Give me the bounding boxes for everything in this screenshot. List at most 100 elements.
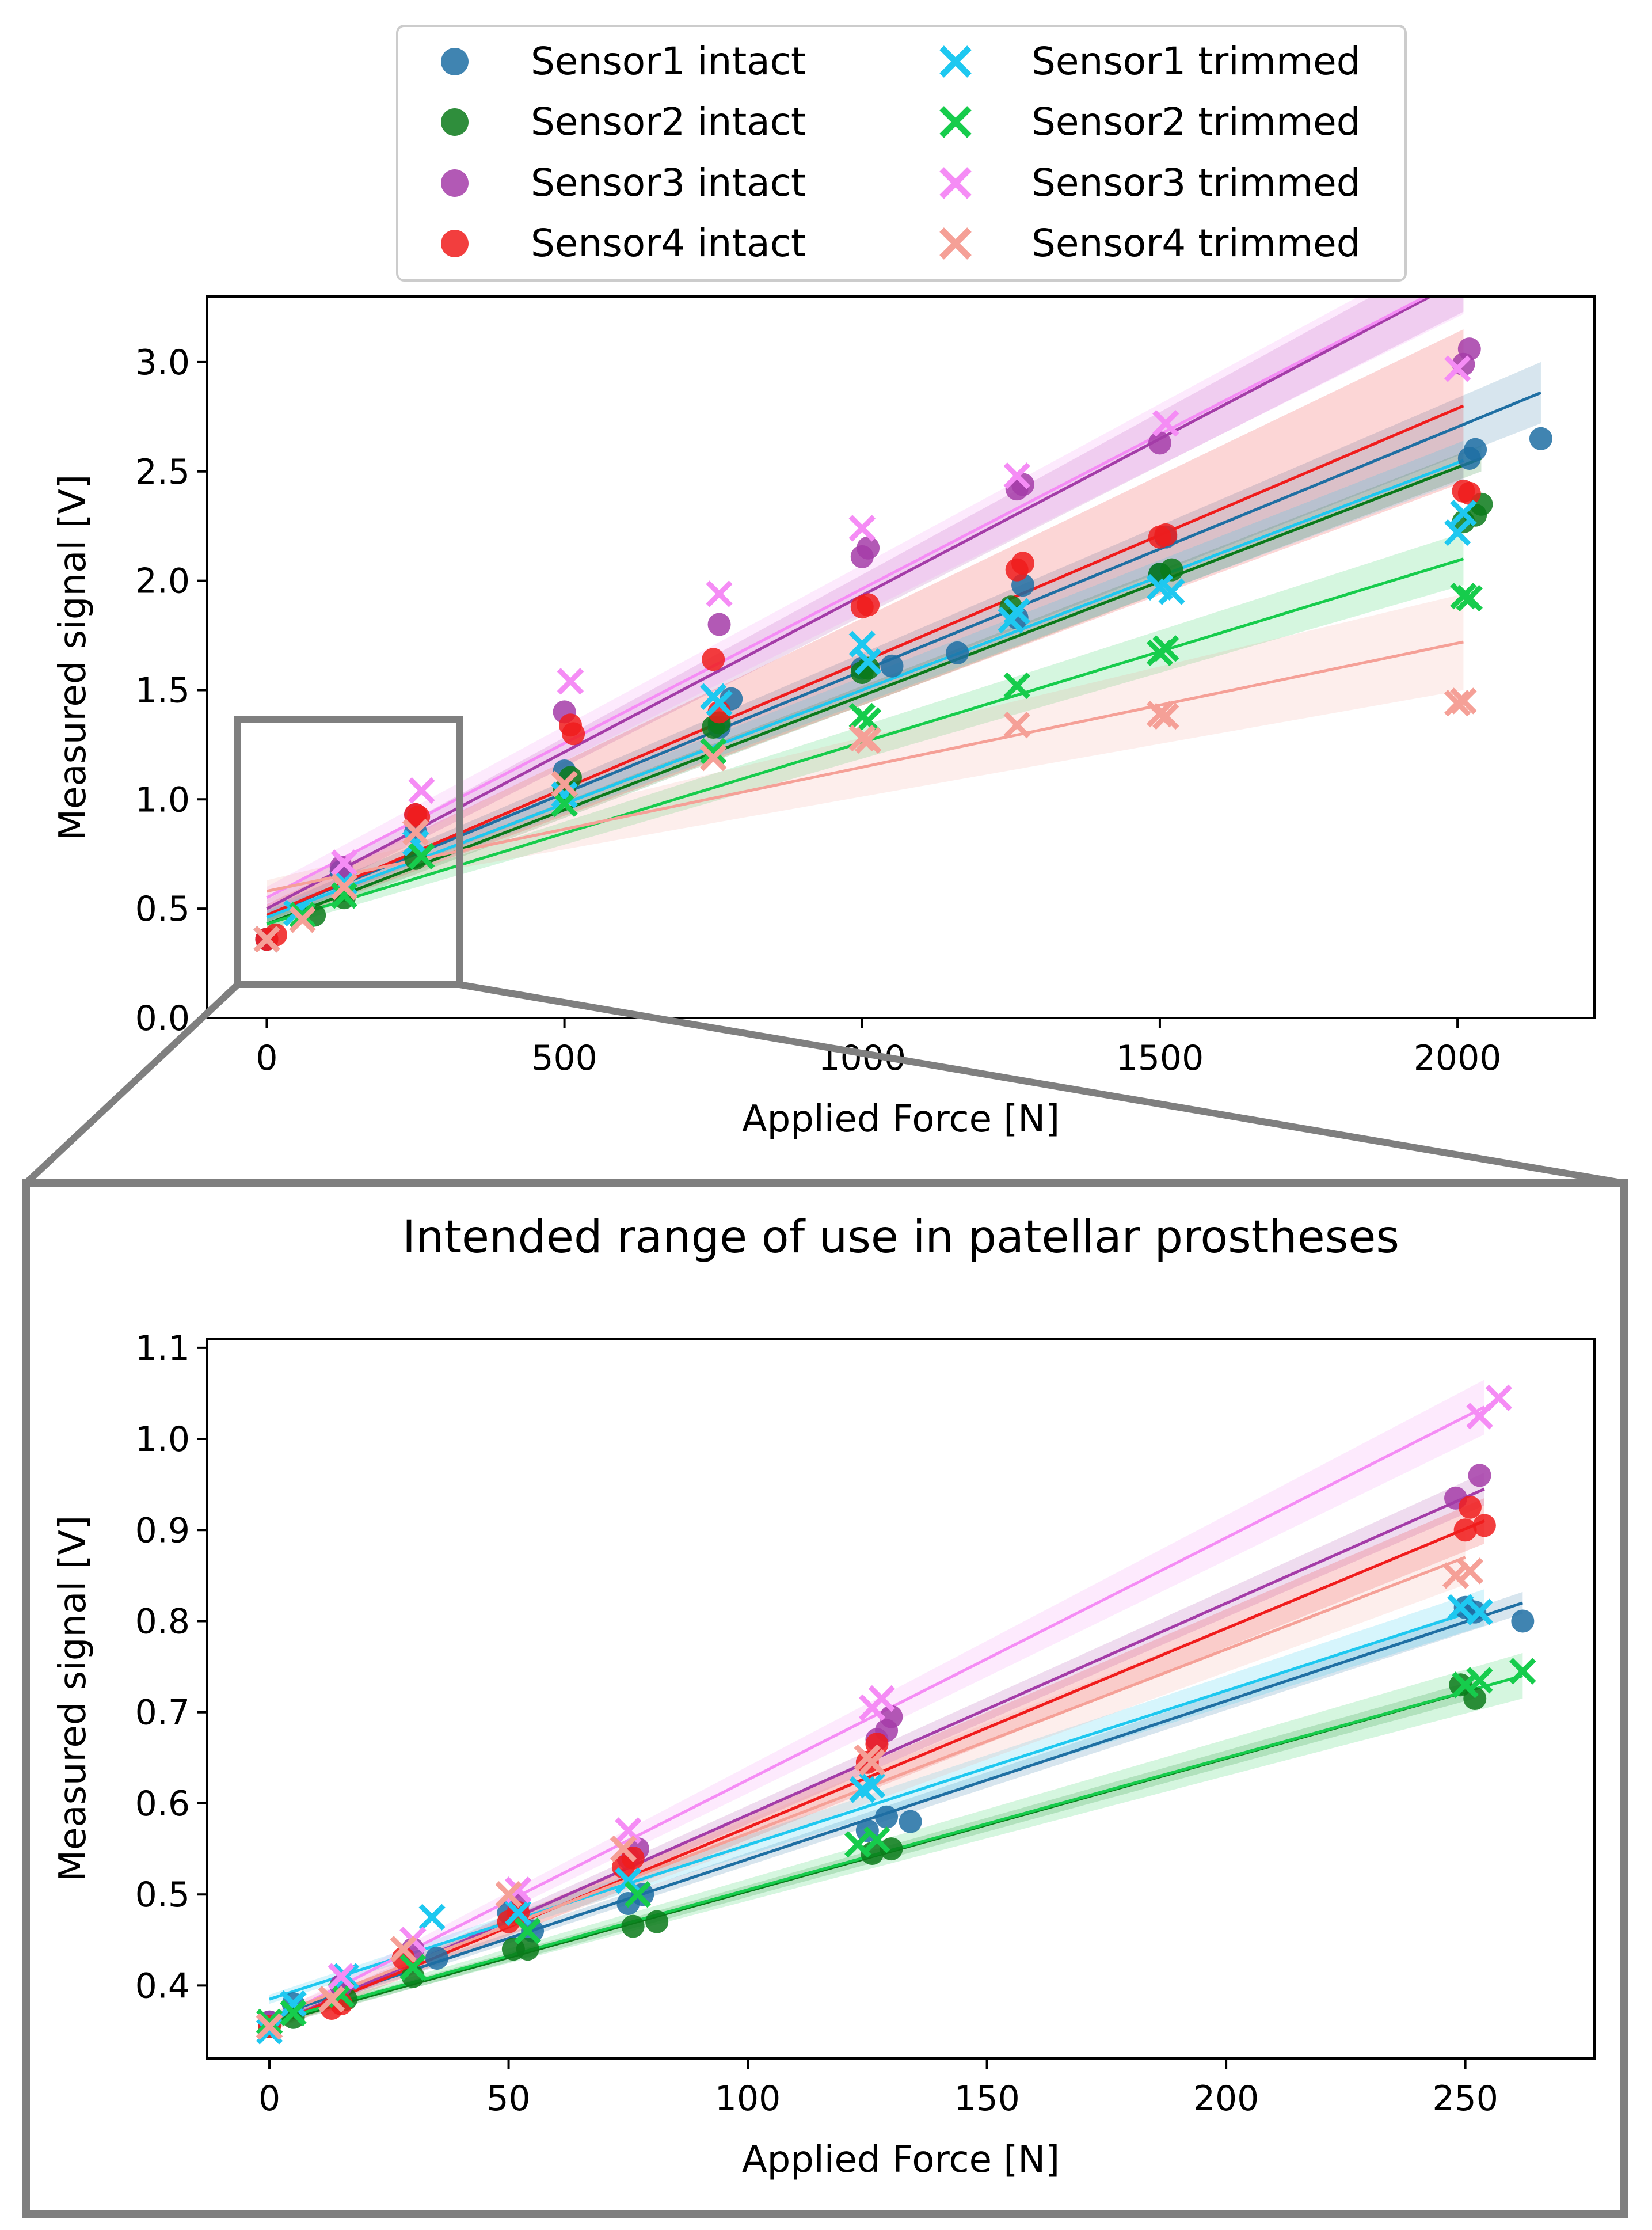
zoomed-chart-point-s2_intact	[516, 1938, 539, 1961]
zoomed-chart-point-s2_trimmed	[256, 2008, 283, 2035]
main-chart-x-tick-label: 2000	[1414, 1038, 1502, 1078]
main-chart-fit-line-s3_trimmed	[266, 297, 1429, 899]
main-chart-point-s1_intact	[880, 654, 904, 678]
legend-label-s4_trimmed: Sensor4 trimmed	[1031, 221, 1361, 265]
main-chart-fit-line-s4_trimmed	[266, 640, 1464, 893]
main-chart-point-s2_trimmed	[1450, 582, 1477, 610]
main-chart-point-s3_trimmed	[1003, 462, 1030, 489]
zoomed-chart-x-tick-label: 50	[486, 2079, 530, 2119]
legend: Sensor1 intact Sensor2 intact Sensor3 inta…	[396, 25, 1407, 282]
main-chart-point-s4_intact	[1457, 481, 1481, 505]
zoomed-chart-point-s1_trimmed	[418, 1904, 446, 1931]
zoomed-chart-x-tick-label: 250	[1432, 2079, 1498, 2119]
legend-label-s2_trimmed: Sensor2 trimmed	[1031, 100, 1361, 144]
zoomed-chart-point-s1_trimmed	[1447, 1594, 1474, 1621]
main-chart-point-s2_trimmed	[551, 790, 578, 818]
main-chart-point-s1_trimmed	[854, 648, 882, 675]
main-chart-point-s2_intact	[1160, 558, 1183, 582]
main-chart-point-s2_trimmed	[854, 707, 882, 734]
zoomed-chart-point-s2_intact	[621, 1914, 645, 1938]
main-chart-point-s2_trimmed	[289, 902, 316, 929]
zoomed-chart-y-tick-label: 0.7	[135, 1693, 190, 1733]
zoomed-chart-point-s1_trimmed	[280, 1990, 307, 2018]
main-chart-point-s4_trimmed	[699, 744, 727, 772]
main-chart-point-s1_trimmed	[848, 630, 876, 658]
main-chart-fit-line-s1_intact	[266, 391, 1541, 917]
main-chart-confidence-band-s4_trimmed	[267, 594, 1464, 902]
main-chart-point-s3_intact	[1457, 337, 1481, 361]
zoomed-chart-point-s4_trimmed	[858, 1749, 886, 1776]
zoomed-chart-point-s2_trimmed	[280, 1999, 307, 2027]
zoom-connector-left	[23, 982, 241, 1186]
main-chart-point-s4_trimmed	[1444, 690, 1471, 717]
zoomed-chart-y-tick-label: 0.6	[135, 1784, 190, 1824]
main-chart-point-s4_intact	[1011, 552, 1035, 575]
zoomed-chart-point-s2_trimmed	[399, 1954, 427, 1981]
zoomed-chart-point-s2_intact	[645, 1910, 669, 1933]
main-chart-point-s1_trimmed	[1003, 598, 1030, 625]
zoomed-chart-x-tick-label: 100	[715, 2079, 781, 2119]
main-chart-point-s3_trimmed	[706, 580, 733, 607]
main-chart-x-tick-label: 0	[256, 1038, 277, 1078]
main-chart-x-tick-label: 1500	[1116, 1038, 1204, 1078]
zoomed-chart-y-tick-label: 1.0	[135, 1419, 190, 1460]
legend-marker-s4_intact	[441, 230, 469, 257]
main-chart-point-s1_trimmed	[402, 830, 429, 857]
main-chart-point-s4_trimmed	[1003, 712, 1030, 739]
zoomed-chart-point-s4_trimmed	[256, 2013, 283, 2040]
main-chart-point-s3_trimmed	[330, 849, 358, 876]
legend-label-s1_trimmed: Sensor1 trimmed	[1031, 39, 1361, 83]
legend-frame	[396, 25, 1407, 282]
main-chart-point-s2_trimmed	[330, 882, 358, 909]
main-chart-point-s4_intact	[1154, 523, 1178, 546]
legend-marker-s2_trimmed	[939, 106, 972, 138]
legend-label-s3_trimmed: Sensor3 trimmed	[1031, 161, 1361, 205]
zoomed-chart-point-s4_intact	[855, 1750, 879, 1774]
zoomed-chart-point-s4_trimmed	[318, 1985, 345, 2013]
zoomed-chart-point-s1_intact	[521, 1919, 545, 1943]
legend-marker-s1_trimmed	[939, 45, 972, 78]
zoomed-chart-y-tick-label: 0.9	[135, 1510, 190, 1551]
zoomed-chart-x-tick-label: 200	[1193, 2079, 1259, 2119]
main-chart-point-s1_intact	[946, 641, 969, 664]
zoomed-chart-y-tick-label: 0.8	[135, 1602, 190, 1642]
main-chart-point-s1_intact	[1529, 427, 1552, 450]
zoomed-chart-point-s2_trimmed	[863, 1826, 890, 1853]
legend-label-s3_intact: Sensor3 intact	[531, 161, 806, 205]
main-chart-fit-line-s2_intact	[266, 457, 1482, 926]
zoomed-chart-point-s2_intact	[880, 1837, 903, 1861]
main-chart-confidence-band-s1_intact	[267, 362, 1541, 922]
main-chart-point-s4_trimmed	[402, 819, 429, 846]
zoomed-chart-point-s3_intact	[880, 1705, 903, 1728]
main-chart-point-s1_intact	[1464, 438, 1487, 461]
main-chart-y-tick-label: 2.5	[135, 452, 190, 492]
zoomed-chart-point-s4_trimmed	[495, 1881, 522, 1908]
zoomed-chart-y-tick-label: 0.5	[135, 1875, 190, 1915]
main-chart-x-tick-label: 500	[531, 1038, 597, 1078]
zoomed-chart-point-s4_intact	[1458, 1495, 1482, 1519]
main-chart-point-s4_intact	[857, 593, 880, 617]
zoomed-chart-fit-line-s1_intact	[269, 1601, 1524, 2019]
main-chart-point-s4_intact	[562, 722, 585, 746]
main-chart-point-s3_trimmed	[408, 777, 435, 804]
main-chart-point-s2_trimmed	[408, 842, 435, 870]
main-chart-fit-line-s1_trimmed	[266, 459, 1464, 919]
legend-label-s4_intact: Sensor4 intact	[531, 221, 806, 265]
zoomed-chart-title: Intended range of use in patellar prosth…	[402, 1211, 1399, 1263]
main-chart-point-s3_trimmed	[1152, 410, 1179, 437]
zoomed-chart-point-s1_intact	[875, 1805, 899, 1829]
zoomed-chart-point-s4_intact	[1472, 1514, 1496, 1537]
main-chart-axes-frame	[206, 295, 1596, 1019]
zoomed-chart-point-s3_trimmed	[868, 1685, 895, 1712]
main-chart-point-s4_trimmed	[1152, 702, 1179, 730]
zoomed-chart-point-s1_intact	[899, 1810, 922, 1833]
main-chart-point-s3_trimmed	[848, 515, 876, 542]
main-chart-y-axis-label: Measured signal [V]	[52, 474, 94, 841]
zoomed-chart-point-s2_intact	[1449, 1673, 1472, 1697]
zoomed-chart-y-tick-label: 1.1	[135, 1328, 190, 1369]
main-chart-point-s2_intact	[857, 656, 880, 680]
zoomed-chart-fit-line-s1_trimmed	[269, 1606, 1485, 2001]
main-chart-y-tick-label: 3.0	[135, 343, 190, 383]
